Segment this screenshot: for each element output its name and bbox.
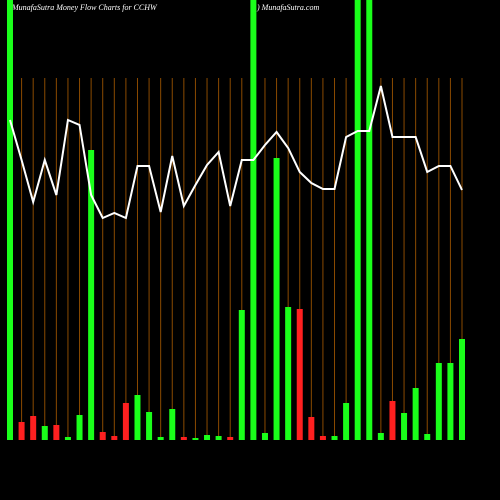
- bar: [134, 395, 141, 440]
- bar: [401, 413, 408, 440]
- bar: [180, 437, 187, 440]
- bar: [7, 0, 13, 440]
- bar: [366, 0, 373, 440]
- bar: [250, 0, 257, 440]
- bar: [18, 422, 25, 440]
- bar: [354, 0, 361, 440]
- bar: [215, 436, 222, 440]
- bar: [331, 436, 338, 440]
- chart-subtitle: ) MunafaSutra.com: [256, 3, 319, 12]
- bar: [261, 433, 268, 440]
- bar: [30, 416, 37, 440]
- bar: [412, 388, 419, 440]
- bar: [122, 403, 129, 440]
- bar: [53, 425, 60, 440]
- chart-title: MunafaSutra Money Flow Charts for CCHW: [11, 3, 158, 12]
- bar: [319, 436, 326, 440]
- bar: [296, 309, 303, 440]
- bar: [99, 432, 106, 440]
- bar: [389, 401, 396, 440]
- bar: [435, 363, 442, 440]
- bar: [285, 307, 292, 440]
- money-flow-line: [9, 85, 463, 220]
- bar: [41, 426, 48, 440]
- bar: [227, 437, 234, 440]
- bar: [459, 339, 465, 440]
- bar: [169, 409, 176, 440]
- bar: [192, 438, 199, 440]
- bar: [424, 434, 431, 440]
- bar: [308, 417, 315, 440]
- bar: [377, 433, 384, 440]
- bar: [76, 415, 83, 440]
- bar: [111, 436, 118, 440]
- bar: [64, 437, 71, 440]
- bar: [343, 403, 350, 440]
- bar: [447, 363, 454, 440]
- bar: [146, 412, 153, 440]
- bar: [238, 310, 245, 440]
- bar: [204, 435, 211, 440]
- bar: [273, 158, 280, 440]
- bar: [157, 437, 164, 440]
- bar: [88, 150, 95, 440]
